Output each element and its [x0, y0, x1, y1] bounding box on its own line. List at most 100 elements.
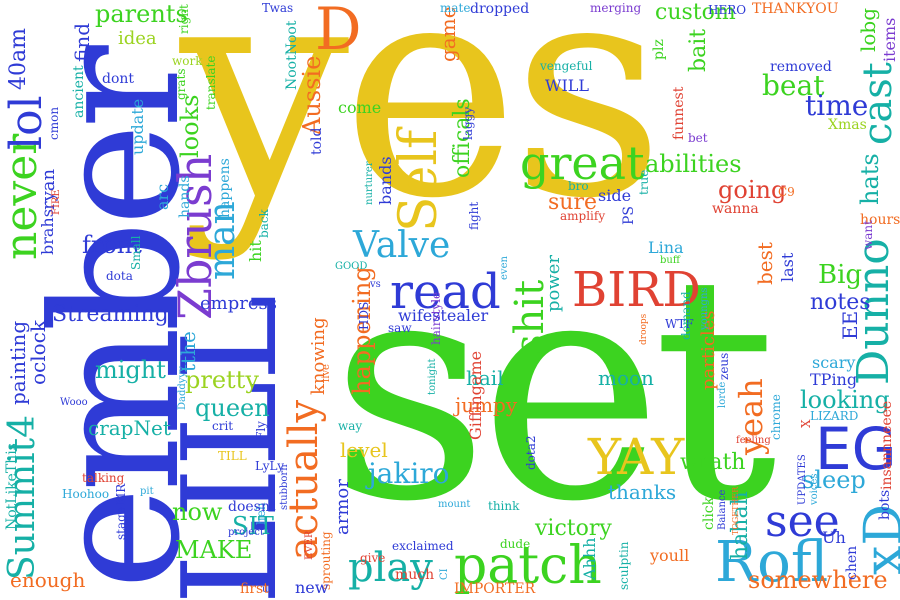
word-wifestealer: wifestealer: [398, 306, 489, 325]
word-sleep: sleep: [802, 466, 866, 494]
word-lizard: LIZARD: [810, 409, 859, 423]
word-sculptin: sculptin: [617, 541, 631, 590]
word-side: side: [598, 186, 632, 205]
word-front: front: [82, 231, 142, 259]
word-merging: merging: [590, 1, 642, 15]
word-hail: hail: [466, 366, 504, 390]
word-work: work: [172, 54, 203, 68]
word-demand: demand: [679, 291, 693, 340]
word-balance: Balance: [717, 489, 728, 530]
word-funnest: funnest: [671, 86, 687, 140]
word-nootnoot: NootNoot: [284, 20, 300, 90]
word-knowing: knowing: [308, 317, 329, 395]
word-want: want: [861, 220, 875, 250]
word-ahhh: Ahhh: [580, 537, 599, 580]
word-crapnet: crapNet: [88, 416, 171, 440]
word-chrome: chrome: [769, 394, 783, 440]
word-true: true: [637, 169, 651, 195]
word-great: great: [520, 136, 645, 190]
word-brahs: brahs: [38, 209, 57, 255]
word-last: last: [778, 252, 797, 282]
word-set: set: [330, 209, 777, 570]
word-cmon: cmon: [47, 106, 61, 140]
word-ps: PS: [621, 205, 637, 225]
word-jumpy: jumpy: [455, 393, 518, 417]
word-hoohoo: Hoohoo: [62, 487, 110, 501]
word-much: much: [395, 567, 435, 583]
word-x: X: [799, 419, 813, 428]
word-bait: bait: [686, 28, 711, 72]
word-play: play: [348, 545, 433, 591]
word-level: level: [340, 438, 388, 462]
word-jakiro: jakiro: [368, 457, 450, 490]
word-even: even: [499, 256, 510, 280]
word-fire: FIRE: [51, 189, 62, 215]
word-project: project: [228, 527, 264, 538]
word-told: told: [309, 127, 325, 156]
word-oclock: oclock: [26, 320, 50, 385]
word-bots: bots: [877, 489, 893, 520]
word-now: now: [172, 498, 223, 526]
word-beat: beat: [762, 69, 825, 102]
word-small: Small: [129, 235, 143, 270]
word-grats: grats: [174, 68, 188, 100]
word-talking: talking: [82, 471, 125, 485]
word-pit: pit: [140, 486, 154, 497]
word-make: MAKE: [175, 536, 253, 564]
word-stage: stage: [114, 507, 128, 540]
word-exclaimed: exclaimed: [392, 539, 454, 553]
word-plz: plz: [651, 39, 667, 60]
word-amplify: amplify: [560, 209, 606, 223]
word-wanna: wanna: [712, 201, 759, 217]
word-voices: voices: [809, 473, 820, 505]
word-hats: hats: [856, 153, 884, 205]
word-good: GOOD: [335, 261, 368, 272]
word-somewhere: somewhere: [748, 566, 888, 594]
word-new: new: [295, 578, 329, 597]
word-items: items: [880, 17, 899, 62]
word-painting: painting: [6, 320, 30, 405]
word-buff: buff: [660, 255, 680, 266]
word-give: give: [360, 551, 386, 565]
word-pretty: pretty: [185, 366, 259, 394]
word-fly: Fly: [254, 421, 268, 440]
word-happens: happens: [217, 158, 233, 218]
word-aussie: Aussie: [298, 55, 326, 135]
word-find: find: [70, 22, 94, 62]
word-right: right: [177, 4, 191, 34]
word-dude: dude: [500, 537, 531, 551]
word-updates: UPDATES: [797, 454, 808, 505]
word-dont: dont: [102, 71, 135, 87]
word-doesnt: doesnt: [228, 499, 276, 515]
word-looking: looking: [800, 386, 890, 414]
word-giffingame: Giffingame: [466, 350, 485, 440]
word-patch: patch: [454, 536, 602, 596]
word-nurturer: nurturer: [364, 161, 375, 205]
word-first: first: [240, 581, 269, 597]
word-see: see: [765, 496, 840, 547]
word-abilities: abilities: [645, 150, 742, 178]
word-looks: looks: [176, 94, 204, 158]
word-vs: vs: [370, 279, 381, 290]
word-uh: Uh: [822, 528, 846, 547]
word-think: think: [488, 499, 520, 513]
word-ever: EVER: [304, 530, 315, 560]
word-hds: HDS: [357, 301, 371, 330]
word-dota: dota: [106, 269, 133, 283]
word-bro: bro: [568, 179, 589, 193]
word-big: Big: [818, 260, 863, 290]
word-best: best: [753, 242, 777, 285]
word-come: come: [338, 98, 382, 117]
word-translate: translate: [204, 55, 218, 110]
word-ee: EE: [838, 310, 862, 340]
word-us: us: [262, 584, 274, 595]
word-queen: queen: [195, 394, 270, 422]
word-twas: Twas: [262, 1, 294, 15]
word-feeling: feeling: [736, 435, 771, 446]
word-xmas: Xmas: [828, 117, 867, 133]
word-lol: lol: [1, 95, 52, 150]
word-yay: YAY: [588, 428, 685, 486]
word-ci: CI: [439, 568, 450, 580]
word-mr: MR: [114, 483, 128, 505]
